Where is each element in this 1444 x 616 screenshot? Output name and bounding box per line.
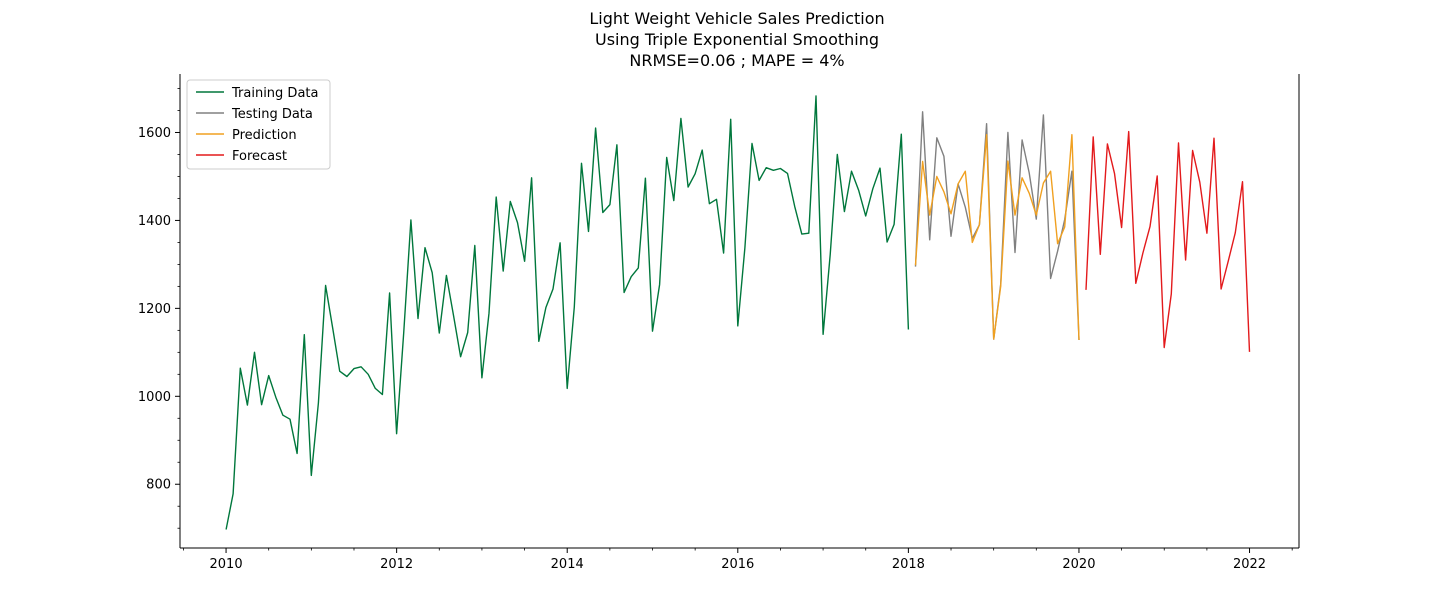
legend-label-training: Training Data xyxy=(231,86,318,101)
x-tick-label: 2010 xyxy=(210,557,243,572)
x-tick-label: 2012 xyxy=(380,557,413,572)
series-line-testing-data xyxy=(914,111,1080,341)
legend-label-testing: Testing Data xyxy=(231,107,313,122)
chart-title-line-3: NRMSE=0.06 ; MAPE = 4% xyxy=(629,51,844,70)
y-tick-label: 1000 xyxy=(138,390,171,405)
y-tick-label: 1400 xyxy=(138,214,171,229)
chart-title-line-2: Using Triple Exponential Smoothing xyxy=(595,30,879,49)
legend-frame xyxy=(186,79,331,170)
series-line-training-data xyxy=(225,95,910,530)
y-tick-label: 1600 xyxy=(138,126,171,141)
axes xyxy=(179,74,1300,549)
legend-label-forecast: Forecast xyxy=(232,149,287,164)
series-line-forecast xyxy=(1085,130,1251,352)
x-tick-label: 2022 xyxy=(1233,557,1266,572)
series-line-prediction xyxy=(914,133,1080,341)
plot-area xyxy=(225,95,1251,530)
chart-title-line-1: Light Weight Vehicle Sales Prediction xyxy=(589,9,884,28)
x-tick-label: 2014 xyxy=(551,557,584,572)
y-axis: 800 1000 1200 1400 1600 xyxy=(138,88,180,529)
legend-item-forecast: Forecast xyxy=(196,149,287,164)
x-tick-label: 2020 xyxy=(1062,557,1095,572)
legend: Training Data Testing Data Prediction Fo… xyxy=(186,79,331,170)
legend-item-testing: Testing Data xyxy=(196,107,313,122)
legend-label-prediction: Prediction xyxy=(232,128,297,143)
legend-item-training: Training Data xyxy=(196,86,318,101)
y-tick-label: 800 xyxy=(146,478,171,493)
x-axis: 2010 2012 2014 2016 2018 2020 2022 xyxy=(183,548,1293,572)
x-tick-label: 2016 xyxy=(721,557,754,572)
y-tick-label: 1200 xyxy=(138,302,171,317)
legend-item-prediction: Prediction xyxy=(196,128,297,143)
x-tick-label: 2018 xyxy=(892,557,925,572)
chart-title: Light Weight Vehicle Sales Prediction Us… xyxy=(589,9,884,70)
